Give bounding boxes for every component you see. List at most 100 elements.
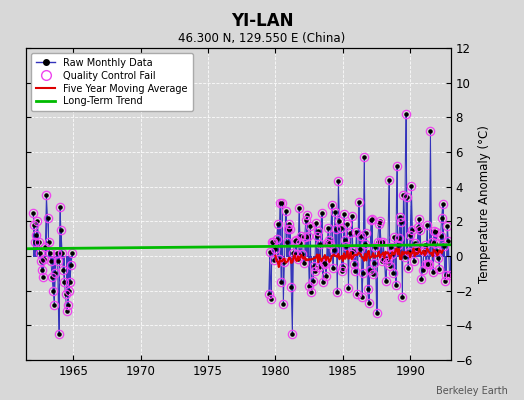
Point bbox=[390, 234, 399, 241]
Point bbox=[308, 277, 316, 284]
Point bbox=[62, 308, 71, 315]
Point bbox=[423, 222, 431, 228]
Point bbox=[435, 265, 444, 272]
Point bbox=[384, 255, 392, 262]
Point bbox=[313, 233, 321, 239]
Point bbox=[346, 251, 355, 257]
Point bbox=[321, 261, 329, 267]
Point bbox=[66, 279, 74, 285]
Point bbox=[267, 296, 275, 302]
Point bbox=[311, 268, 319, 274]
Point bbox=[380, 255, 389, 262]
Point bbox=[353, 290, 362, 297]
Point bbox=[343, 221, 352, 227]
Point bbox=[40, 256, 48, 263]
Point bbox=[371, 244, 379, 250]
Point bbox=[298, 251, 307, 258]
Point bbox=[29, 210, 37, 216]
Point bbox=[274, 221, 282, 227]
Point bbox=[381, 278, 390, 284]
Point bbox=[405, 249, 413, 255]
Point bbox=[395, 235, 403, 241]
Point bbox=[316, 241, 324, 247]
Point bbox=[283, 226, 292, 232]
Point bbox=[430, 228, 438, 235]
Point bbox=[325, 237, 334, 244]
Point bbox=[410, 239, 419, 246]
Point bbox=[344, 285, 353, 291]
Point bbox=[269, 238, 277, 245]
Point bbox=[339, 264, 347, 270]
Point bbox=[307, 289, 315, 295]
Point bbox=[68, 249, 77, 256]
Point bbox=[35, 239, 43, 245]
Point bbox=[386, 263, 394, 270]
Point bbox=[36, 249, 44, 256]
Point bbox=[30, 222, 38, 228]
Point bbox=[366, 267, 374, 274]
Text: Berkeley Earth: Berkeley Earth bbox=[436, 386, 508, 396]
Point bbox=[407, 183, 416, 189]
Point bbox=[291, 237, 300, 244]
Point bbox=[394, 242, 402, 248]
Point bbox=[404, 265, 412, 271]
Point bbox=[444, 238, 453, 244]
Point bbox=[58, 249, 67, 256]
Point bbox=[337, 268, 346, 274]
Point bbox=[49, 288, 57, 294]
Point bbox=[294, 256, 302, 262]
Point bbox=[286, 226, 294, 232]
Point bbox=[306, 223, 314, 230]
Point bbox=[300, 234, 309, 241]
Point bbox=[334, 178, 343, 184]
Point bbox=[436, 232, 445, 239]
Point bbox=[53, 258, 62, 264]
Point bbox=[32, 232, 40, 238]
Point bbox=[60, 279, 69, 285]
Point bbox=[270, 256, 279, 263]
Point bbox=[275, 256, 283, 262]
Point bbox=[422, 261, 430, 268]
Point bbox=[439, 200, 447, 207]
Point bbox=[333, 289, 342, 295]
Point bbox=[324, 225, 332, 231]
Point bbox=[47, 258, 55, 264]
Point bbox=[318, 210, 326, 216]
Point bbox=[383, 258, 391, 265]
Point bbox=[46, 249, 54, 256]
Point bbox=[417, 276, 425, 282]
Point bbox=[329, 265, 337, 272]
Point bbox=[332, 226, 340, 232]
Point bbox=[320, 260, 328, 266]
Point bbox=[38, 267, 46, 273]
Point bbox=[416, 227, 424, 234]
Point bbox=[349, 248, 357, 254]
Point bbox=[297, 233, 305, 240]
Point bbox=[59, 267, 68, 273]
Point bbox=[442, 272, 450, 278]
Point bbox=[277, 279, 285, 285]
Point bbox=[266, 249, 274, 255]
Point bbox=[290, 238, 299, 244]
Point bbox=[418, 267, 427, 274]
Point bbox=[282, 238, 291, 245]
Text: 46.300 N, 129.550 E (China): 46.300 N, 129.550 E (China) bbox=[178, 32, 346, 45]
Point bbox=[265, 291, 273, 297]
Point bbox=[272, 236, 281, 243]
Point bbox=[43, 215, 52, 221]
Point bbox=[400, 254, 409, 260]
Point bbox=[421, 242, 429, 248]
Point bbox=[351, 268, 359, 274]
Point bbox=[402, 194, 411, 200]
Point bbox=[387, 244, 395, 250]
Point bbox=[279, 301, 288, 308]
Point bbox=[362, 230, 370, 236]
Point bbox=[367, 216, 375, 223]
Point bbox=[396, 214, 405, 221]
Point bbox=[443, 222, 452, 229]
Point bbox=[415, 216, 423, 222]
Point bbox=[271, 246, 280, 252]
Point bbox=[413, 244, 421, 250]
Point bbox=[295, 205, 303, 212]
Point bbox=[304, 233, 312, 239]
